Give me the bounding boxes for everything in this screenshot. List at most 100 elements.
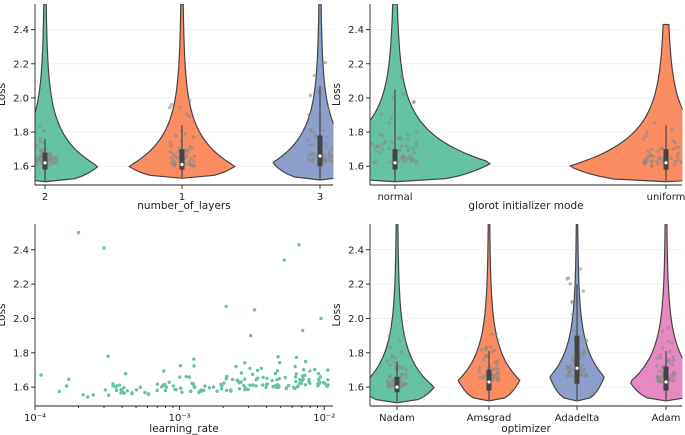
data-point (270, 378, 274, 383)
data-point (186, 149, 190, 154)
data-point (582, 348, 587, 353)
data-point (481, 376, 485, 381)
data-point (176, 149, 181, 154)
data-point (125, 389, 129, 393)
data-point (283, 375, 287, 380)
data-point (237, 381, 241, 385)
data-point (41, 129, 46, 133)
data-point (325, 383, 329, 387)
data-point (278, 360, 282, 365)
data-point (669, 340, 674, 345)
violin-group-normal (370, 4, 492, 183)
data-point (324, 146, 329, 150)
data-point (650, 163, 654, 168)
data-point (404, 376, 408, 380)
data-point (192, 164, 197, 168)
data-point (403, 372, 408, 377)
data-point (67, 377, 71, 382)
x-tick-label: 3 (317, 192, 323, 203)
data-point (248, 366, 252, 371)
data-point (106, 393, 111, 397)
x-tick-label: 2 (42, 192, 48, 203)
data-point (316, 377, 321, 382)
data-point (179, 386, 183, 390)
data-point (671, 354, 675, 359)
y-tick-label: 2.0 (13, 93, 29, 104)
data-point (659, 356, 663, 360)
data-point (478, 375, 482, 380)
data-point (652, 121, 657, 125)
data-point (307, 380, 311, 384)
data-point (580, 363, 584, 368)
x-tick-label: normal (377, 192, 412, 203)
data-point (167, 380, 171, 384)
data-point (392, 360, 397, 365)
data-point (316, 381, 320, 386)
data-point (31, 142, 35, 146)
data-point (578, 267, 582, 271)
data-point (303, 383, 308, 387)
data-point (401, 92, 405, 96)
data-point (103, 388, 108, 392)
data-point (644, 134, 648, 138)
data-point (646, 149, 650, 153)
data-point (393, 356, 398, 360)
data-point (399, 385, 404, 389)
data-point (35, 143, 39, 148)
data-point (91, 393, 96, 397)
y-axis-label: Loss (331, 303, 343, 326)
iqr-box (392, 149, 398, 170)
data-point (406, 137, 410, 141)
data-point (411, 146, 415, 150)
data-point (481, 357, 486, 362)
data-point (650, 147, 654, 152)
data-point (481, 374, 485, 378)
x-tick-label: 1 (179, 192, 185, 203)
violin-group-2 (31, 4, 99, 183)
data-point (249, 333, 253, 338)
data-point (169, 144, 173, 148)
data-point (224, 304, 228, 309)
data-point (189, 389, 193, 393)
data-point (192, 357, 196, 361)
data-point (570, 299, 574, 304)
data-point (219, 387, 224, 391)
data-point (168, 150, 172, 154)
data-point (326, 107, 331, 112)
data-point (286, 384, 291, 388)
data-point (254, 378, 258, 382)
data-point (261, 375, 265, 379)
data-point (660, 329, 665, 333)
data-point (53, 161, 58, 165)
data-point (566, 276, 571, 280)
data-point (243, 361, 247, 365)
x-axis-label: glorot initializer mode (468, 200, 583, 212)
violin-adam (630, 224, 683, 402)
data-point (301, 377, 306, 381)
data-point (370, 141, 374, 146)
data-point (301, 328, 305, 333)
data-point (666, 326, 670, 330)
data-point (401, 159, 405, 163)
data-point (277, 376, 282, 381)
data-point (660, 346, 665, 350)
data-point (645, 130, 649, 135)
data-point (388, 345, 393, 350)
data-point (316, 371, 321, 376)
data-point (404, 368, 409, 372)
data-point (388, 363, 392, 367)
data-point (312, 73, 317, 78)
data-point (670, 362, 675, 367)
data-point (143, 390, 147, 395)
data-point (171, 384, 175, 388)
data-point (671, 358, 676, 362)
data-point (180, 390, 184, 394)
data-point (402, 335, 407, 340)
data-point (293, 364, 297, 369)
data-point (155, 388, 159, 393)
data-point (276, 355, 280, 359)
data-point (242, 383, 246, 388)
data-point (672, 378, 676, 383)
data-point (649, 154, 653, 158)
data-point (37, 139, 42, 144)
